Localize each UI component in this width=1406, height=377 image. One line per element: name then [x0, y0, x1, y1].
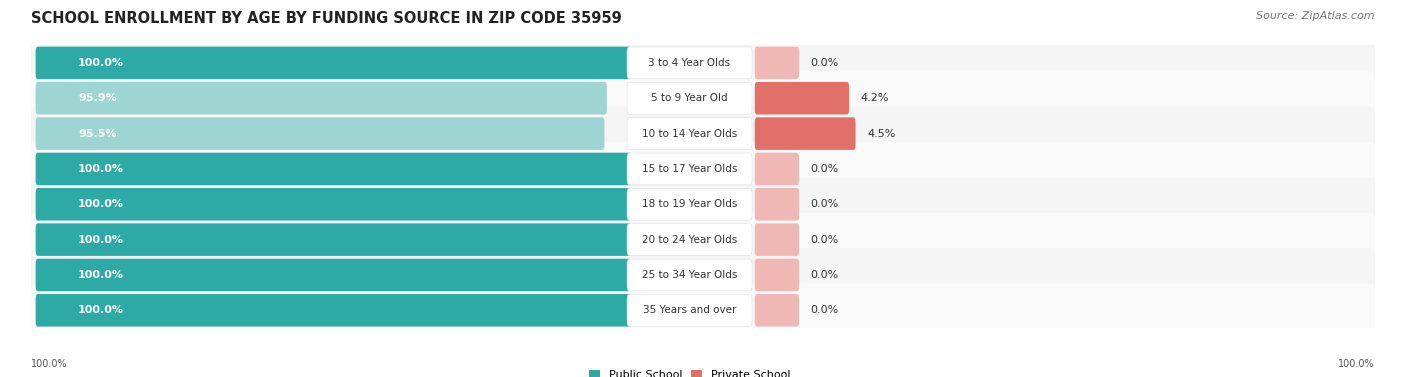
- FancyBboxPatch shape: [35, 294, 631, 326]
- FancyBboxPatch shape: [755, 117, 856, 150]
- Text: 25 to 34 Year Olds: 25 to 34 Year Olds: [643, 270, 737, 280]
- Text: 95.9%: 95.9%: [77, 93, 117, 103]
- Text: 0.0%: 0.0%: [810, 58, 839, 68]
- FancyBboxPatch shape: [35, 117, 605, 150]
- Text: 95.5%: 95.5%: [77, 129, 117, 139]
- Text: 35 Years and over: 35 Years and over: [643, 305, 737, 315]
- FancyBboxPatch shape: [627, 153, 752, 185]
- FancyBboxPatch shape: [755, 294, 799, 326]
- FancyBboxPatch shape: [627, 82, 752, 114]
- FancyBboxPatch shape: [35, 153, 631, 185]
- FancyBboxPatch shape: [35, 82, 607, 115]
- FancyBboxPatch shape: [31, 284, 1375, 337]
- Text: Source: ZipAtlas.com: Source: ZipAtlas.com: [1257, 11, 1375, 21]
- FancyBboxPatch shape: [35, 188, 631, 221]
- Text: 15 to 17 Year Olds: 15 to 17 Year Olds: [643, 164, 737, 174]
- FancyBboxPatch shape: [627, 47, 752, 79]
- FancyBboxPatch shape: [627, 259, 752, 291]
- FancyBboxPatch shape: [627, 118, 752, 150]
- FancyBboxPatch shape: [35, 223, 631, 256]
- FancyBboxPatch shape: [31, 178, 1375, 231]
- Text: 100.0%: 100.0%: [77, 199, 124, 209]
- Legend: Public School, Private School: Public School, Private School: [583, 365, 794, 377]
- Text: 20 to 24 Year Olds: 20 to 24 Year Olds: [643, 234, 737, 245]
- FancyBboxPatch shape: [755, 223, 799, 256]
- FancyBboxPatch shape: [755, 153, 799, 185]
- FancyBboxPatch shape: [627, 188, 752, 220]
- Text: 100.0%: 100.0%: [77, 164, 124, 174]
- Text: 100.0%: 100.0%: [77, 58, 124, 68]
- FancyBboxPatch shape: [35, 47, 631, 79]
- Text: 100.0%: 100.0%: [77, 305, 124, 315]
- FancyBboxPatch shape: [755, 188, 799, 221]
- FancyBboxPatch shape: [31, 213, 1375, 267]
- Text: 18 to 19 Year Olds: 18 to 19 Year Olds: [643, 199, 737, 209]
- Text: 0.0%: 0.0%: [810, 234, 839, 245]
- Text: 10 to 14 Year Olds: 10 to 14 Year Olds: [643, 129, 737, 139]
- Text: 3 to 4 Year Olds: 3 to 4 Year Olds: [648, 58, 731, 68]
- FancyBboxPatch shape: [35, 259, 631, 291]
- Text: 5 to 9 Year Old: 5 to 9 Year Old: [651, 93, 728, 103]
- FancyBboxPatch shape: [31, 36, 1375, 90]
- Text: 0.0%: 0.0%: [810, 199, 839, 209]
- Text: 100.0%: 100.0%: [31, 359, 67, 369]
- Text: SCHOOL ENROLLMENT BY AGE BY FUNDING SOURCE IN ZIP CODE 35959: SCHOOL ENROLLMENT BY AGE BY FUNDING SOUR…: [31, 11, 621, 26]
- FancyBboxPatch shape: [31, 142, 1375, 196]
- Text: 100.0%: 100.0%: [77, 270, 124, 280]
- FancyBboxPatch shape: [755, 82, 849, 115]
- FancyBboxPatch shape: [627, 224, 752, 256]
- Text: 0.0%: 0.0%: [810, 305, 839, 315]
- Text: 100.0%: 100.0%: [77, 234, 124, 245]
- FancyBboxPatch shape: [31, 71, 1375, 125]
- Text: 4.2%: 4.2%: [860, 93, 889, 103]
- Text: 100.0%: 100.0%: [1339, 359, 1375, 369]
- Text: 0.0%: 0.0%: [810, 270, 839, 280]
- FancyBboxPatch shape: [627, 294, 752, 326]
- FancyBboxPatch shape: [31, 107, 1375, 161]
- FancyBboxPatch shape: [755, 47, 799, 79]
- Text: 0.0%: 0.0%: [810, 164, 839, 174]
- FancyBboxPatch shape: [755, 259, 799, 291]
- Text: 4.5%: 4.5%: [868, 129, 896, 139]
- FancyBboxPatch shape: [31, 248, 1375, 302]
